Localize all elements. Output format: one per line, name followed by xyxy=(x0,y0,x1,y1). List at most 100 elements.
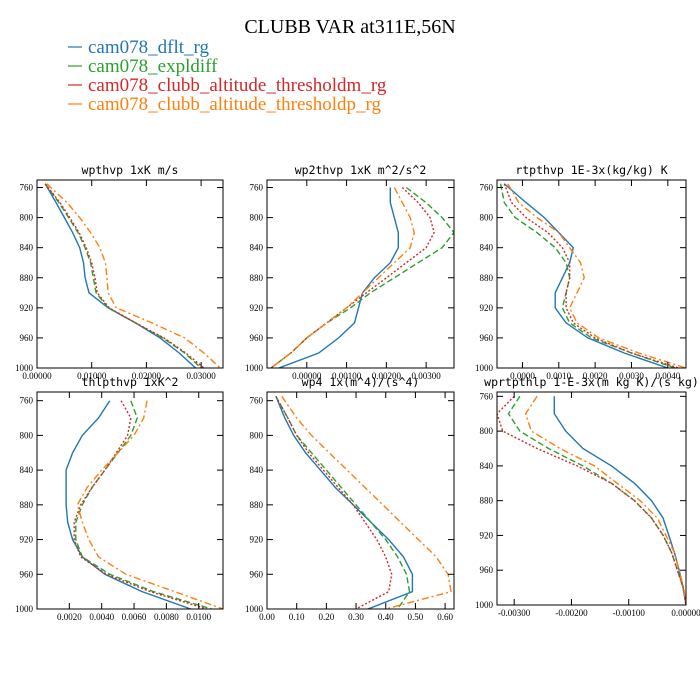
y-tick-label: 840 xyxy=(250,243,264,253)
panel-title: thlpthvp 1xK^2 xyxy=(82,375,179,389)
panel-title: wpthvp 1xK m/s xyxy=(82,163,179,177)
legend-label-2: cam078_clubb_altitude_thresholdm_rg xyxy=(88,75,387,96)
y-tick-label: 920 xyxy=(20,535,34,545)
x-tick-label: 0.00000 xyxy=(22,371,52,381)
y-tick-label: 800 xyxy=(20,430,34,440)
x-tick-label: 0.10 xyxy=(289,612,305,622)
y-tick-label: 920 xyxy=(250,303,264,313)
x-tick-label: 0.60 xyxy=(437,612,453,622)
x-tick-label: 0.0040 xyxy=(655,371,680,381)
y-tick-label: 1000 xyxy=(245,363,264,373)
y-tick-label: 920 xyxy=(480,530,494,540)
y-tick-label: 760 xyxy=(20,396,34,406)
series-line-2 xyxy=(44,183,205,368)
x-tick-label: 0.0100 xyxy=(186,612,211,622)
series-line-2 xyxy=(503,183,679,368)
series-line-1 xyxy=(44,183,202,368)
y-tick-label: 840 xyxy=(20,243,34,253)
panel-1: wpthvp 1xK m/s 760 800 840 880 920 960 10000.00… xyxy=(15,163,224,381)
plot-frame xyxy=(496,391,687,606)
series-line-0 xyxy=(503,183,669,368)
x-tick-label: 0.0010 xyxy=(546,371,571,381)
x-tick-label: 0.0030 xyxy=(619,371,644,381)
series-line-2 xyxy=(270,186,435,368)
series-line-1 xyxy=(275,395,411,609)
y-tick-label: 960 xyxy=(20,569,34,579)
y-tick-label: 1000 xyxy=(475,363,494,373)
series-line-3 xyxy=(524,395,686,605)
x-tick-label: 0.50 xyxy=(408,612,424,622)
x-tick-label: 0.40 xyxy=(378,612,394,622)
plot-frame xyxy=(496,179,687,369)
series-line-0 xyxy=(65,400,191,609)
y-tick-label: 960 xyxy=(20,333,34,343)
series-line-2 xyxy=(497,395,686,605)
series-line-3 xyxy=(507,183,686,368)
plot-frame xyxy=(36,391,224,610)
legend: cam078_dflt_rgcam078_expldiffcam078_club… xyxy=(68,37,387,115)
panel-2: wp2thvp 1xK m^2/s^2 760 800 840 880 920 960 100… xyxy=(245,163,455,381)
y-tick-label: 880 xyxy=(20,273,34,283)
y-tick-label: 880 xyxy=(250,500,264,510)
y-tick-label: 760 xyxy=(20,183,34,193)
y-tick-label: 880 xyxy=(250,273,264,283)
y-tick-label: 800 xyxy=(20,213,34,223)
x-tick-label: -0.00100 xyxy=(613,608,646,618)
plot-frame xyxy=(36,179,224,369)
x-tick-label: 0.20 xyxy=(318,612,334,622)
panel-4: thlpthvp 1xK^2 760 800 840 880 920 960 1000 0.00… xyxy=(15,375,224,622)
series-line-0 xyxy=(44,183,197,368)
y-tick-label: 840 xyxy=(480,243,494,253)
panel-title: wprtpthlp 1-E-3x(m kg K)/(s kg) xyxy=(484,375,699,389)
x-tick-label: 0.0020 xyxy=(583,371,608,381)
panel-title: wp2thvp 1xK m^2/s^2 xyxy=(295,163,427,177)
x-tick-label: 0.01000 xyxy=(77,371,107,381)
legend-label-1: cam078_expldiff xyxy=(88,56,218,77)
x-tick-label: 0.00000 xyxy=(292,371,322,381)
y-tick-label: 760 xyxy=(250,396,264,406)
x-tick-label: 0.0060 xyxy=(122,612,147,622)
y-tick-label: 1000 xyxy=(15,363,34,373)
series-line-3 xyxy=(270,187,415,368)
x-tick-label: 0.00 xyxy=(259,612,275,622)
panel-title: wp4 1x(m^4)/(s^4) xyxy=(302,375,420,389)
y-tick-label: 800 xyxy=(480,213,494,223)
y-tick-label: 880 xyxy=(20,500,34,510)
y-tick-label: 800 xyxy=(250,213,264,223)
series-line-3 xyxy=(46,183,221,368)
series-line-1 xyxy=(270,186,454,368)
y-tick-label: 920 xyxy=(480,303,494,313)
y-tick-label: 920 xyxy=(250,535,264,545)
y-tick-label: 1000 xyxy=(475,600,494,610)
y-tick-label: 880 xyxy=(480,496,494,506)
figure-title: CLUBB VAR at311E,56N xyxy=(244,16,455,38)
series-line-3 xyxy=(281,395,452,609)
y-tick-label: 760 xyxy=(480,183,494,193)
series-line-3 xyxy=(76,400,223,609)
x-tick-label: 0.0000 xyxy=(510,371,535,381)
panel-6: wprtpthlp 1-E-3x(m kg K)/(s kg) 760 800 840… xyxy=(475,375,700,618)
x-tick-label: -0.00200 xyxy=(555,608,588,618)
panel-5: wp4 1x(m^4)/(s^4)76080084088092096010000… xyxy=(245,375,455,622)
x-tick-label: 0.30 xyxy=(348,612,364,622)
plot-frame xyxy=(266,179,455,369)
y-tick-label: 1000 xyxy=(15,604,34,614)
y-tick-label: 760 xyxy=(480,391,494,401)
y-tick-label: 1000 xyxy=(245,604,264,614)
series-line-0 xyxy=(278,187,399,368)
y-tick-label: 840 xyxy=(250,465,264,475)
x-tick-label: -0.00300 xyxy=(498,608,531,618)
x-tick-label: 0.03000 xyxy=(186,371,216,381)
series-line-2 xyxy=(275,395,393,609)
panel-title: rtpthvp 1E-3x(kg/kg) K xyxy=(515,163,667,177)
plot-frame xyxy=(266,391,455,610)
y-tick-label: 800 xyxy=(250,430,264,440)
x-tick-label: 0.02000 xyxy=(132,371,162,381)
y-tick-label: 960 xyxy=(480,565,494,575)
x-tick-label: 0.00300 xyxy=(412,371,442,381)
legend-label-0: cam078_dflt_rg xyxy=(88,37,210,58)
series-line-0 xyxy=(553,396,686,605)
y-tick-label: 840 xyxy=(20,465,34,475)
x-tick-label: 0.0040 xyxy=(89,612,114,622)
y-tick-label: 960 xyxy=(250,569,264,579)
